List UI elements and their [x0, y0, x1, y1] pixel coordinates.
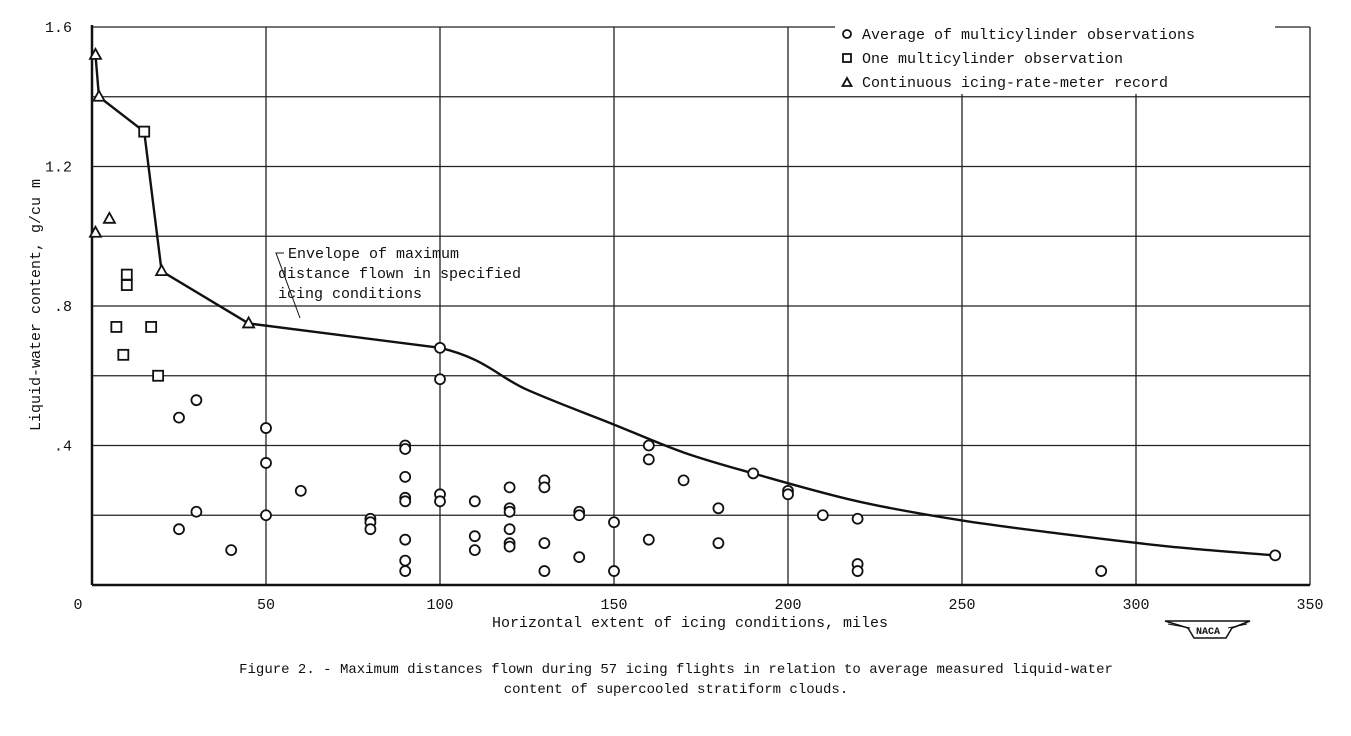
legend-label-square: One multicylinder observation — [862, 51, 1123, 68]
point-triangle — [88, 47, 103, 60]
point-circle — [468, 530, 481, 543]
x-tick-label: 50 — [257, 597, 275, 614]
annotation-leader-line — [275, 252, 301, 319]
point-circle — [503, 505, 516, 518]
point-circle — [399, 470, 412, 483]
annotation-line-2: distance flown in specified — [278, 266, 521, 283]
point-square — [138, 125, 151, 138]
point-circle — [573, 551, 586, 563]
point-circle — [851, 565, 864, 577]
point-circle — [260, 457, 272, 469]
x-tick-label: 200 — [774, 597, 801, 614]
point-square — [117, 348, 130, 361]
point-circle — [364, 523, 377, 536]
x-tick-label: 100 — [426, 597, 453, 614]
point-circle — [851, 512, 864, 525]
point-circle — [816, 509, 829, 522]
annotation-line-1: Envelope of maximum — [288, 246, 459, 263]
svg-text:NACA: NACA — [1196, 627, 1220, 638]
point-circle — [538, 537, 551, 550]
legend-triangle-icon — [840, 76, 854, 87]
legend-label-circle: Average of multicylinder observations — [862, 27, 1195, 44]
point-circle — [225, 544, 238, 557]
point-circle — [399, 533, 412, 546]
point-circle — [399, 554, 412, 567]
point-circle — [642, 533, 655, 546]
annotation-line-3: icing conditions — [278, 286, 422, 303]
naca-logo: NACA — [1164, 620, 1251, 639]
point-circle — [399, 565, 412, 577]
point-circle — [434, 373, 446, 386]
point-circle — [712, 502, 725, 515]
point-circle — [503, 523, 516, 536]
point-square — [152, 369, 165, 382]
point-circle — [260, 509, 272, 522]
point-circle — [608, 516, 620, 529]
point-triangle — [241, 315, 256, 329]
point-circle — [434, 341, 446, 354]
point-circle — [190, 394, 203, 407]
envelope-annotation: Envelope of maximum distance flown in sp… — [275, 246, 521, 319]
data-points — [88, 47, 1282, 577]
grid — [92, 26, 1311, 585]
point-circle — [399, 443, 412, 455]
legend-square-icon — [842, 53, 852, 63]
point-circle — [573, 509, 586, 522]
envelope-curve — [94, 54, 1276, 557]
point-circle — [503, 481, 516, 494]
point-circle — [173, 411, 185, 424]
axes — [90, 25, 1310, 587]
point-circle — [782, 488, 794, 501]
y-tick-label: .8 — [54, 299, 72, 316]
point-circle — [503, 540, 516, 553]
y-tick-label: .4 — [54, 439, 72, 456]
point-circle — [260, 422, 272, 434]
point-triangle — [102, 210, 117, 224]
y-tick-label: 1.6 — [45, 20, 72, 37]
point-circle — [642, 439, 655, 452]
point-circle — [1095, 565, 1108, 577]
point-triangle — [154, 263, 169, 277]
envelope-line — [94, 54, 1276, 557]
point-circle — [538, 565, 551, 577]
caption-line-2: content of supercooled stratiform clouds… — [504, 682, 848, 698]
x-axis-label: Horizontal extent of icing conditions, m… — [492, 615, 888, 632]
point-circle — [173, 523, 185, 536]
y-axis-label: Liquid-water content, g/cu m — [28, 179, 45, 431]
x-tick-label: 150 — [600, 597, 627, 614]
point-circle — [642, 453, 655, 466]
tick-labels: 0 50 100 150 200 250 300 350 .4 .8 1.2 1.6 — [45, 20, 1324, 614]
point-triangle — [91, 88, 106, 102]
point-circle — [294, 484, 307, 497]
point-circle — [434, 495, 446, 508]
point-square — [110, 321, 123, 333]
caption-line-1: Figure 2. - Maximum distances flown duri… — [239, 662, 1113, 678]
legend-circle-icon — [842, 29, 852, 39]
point-circle — [747, 467, 760, 480]
y-tick-label: 1.2 — [45, 160, 72, 177]
x-tick-label: 0 — [73, 597, 82, 614]
point-circle — [468, 544, 481, 557]
point-square — [120, 279, 133, 291]
point-triangle — [88, 224, 103, 238]
x-tick-label: 300 — [1122, 597, 1149, 614]
x-tick-label: 250 — [948, 597, 975, 614]
x-tick-label: 350 — [1296, 597, 1323, 614]
point-circle — [538, 481, 551, 494]
point-circle — [608, 565, 620, 577]
point-circle — [1269, 549, 1282, 562]
point-circle — [399, 495, 412, 508]
point-circle — [677, 474, 690, 487]
point-circle — [712, 537, 725, 550]
point-circle — [468, 495, 481, 508]
legend-background — [835, 22, 1275, 94]
legend: Average of multicylinder observations On… — [835, 22, 1275, 94]
point-square — [120, 268, 133, 281]
point-circle — [190, 505, 203, 518]
legend-label-triangle: Continuous icing-rate-meter record — [862, 75, 1168, 92]
point-square — [145, 321, 158, 333]
